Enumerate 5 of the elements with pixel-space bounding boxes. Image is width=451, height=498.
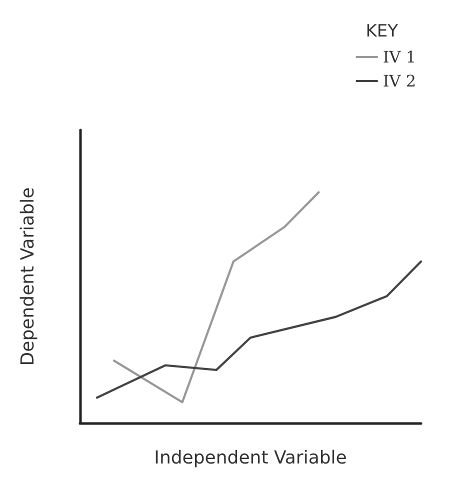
x-axis-title: Independent Variable [154,448,347,468]
y-axis-title: Dependent Variable [18,187,38,366]
legend-title: KEY [366,22,399,42]
legend-label: IV 1 [382,48,416,66]
legend-label: IV 2 [382,72,416,90]
